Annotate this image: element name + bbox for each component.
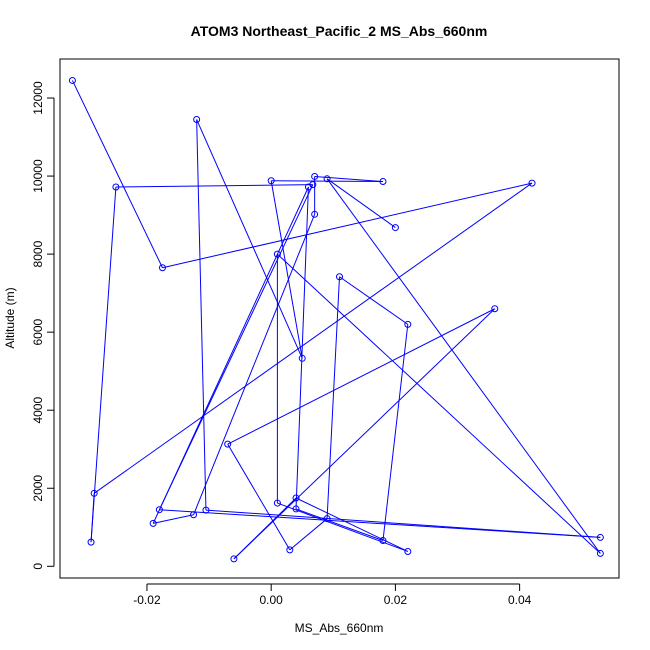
- data-point: [379, 178, 387, 186]
- data-point: [491, 305, 499, 313]
- series-line-segment: [196, 119, 303, 359]
- y-tick-label: 10000: [31, 159, 45, 193]
- series-line-segment: [93, 182, 533, 494]
- series-line-segment: [326, 178, 601, 554]
- series-line-segment: [227, 308, 496, 445]
- data-point: [304, 183, 312, 191]
- x-tick-label: -0.02: [133, 593, 161, 607]
- series-line-segment: [382, 324, 409, 541]
- x-axis: -0.02 0.00 0.02 0.04: [133, 583, 532, 607]
- series-line-segment: [152, 186, 309, 524]
- data-point: [155, 506, 163, 514]
- series-line-segment: [295, 497, 409, 552]
- x-tick-label: 0.02: [384, 593, 408, 607]
- series-points: [68, 76, 604, 563]
- data-point: [311, 172, 319, 180]
- series-line-segment: [277, 253, 601, 554]
- series-line-segment: [227, 443, 291, 551]
- series-line-segment: [277, 502, 408, 552]
- data-point: [336, 273, 343, 281]
- series-line-segment: [196, 119, 207, 511]
- data-point: [528, 179, 536, 187]
- y-tick-label: 8000: [31, 240, 45, 267]
- y-tick-label: 4000: [31, 397, 45, 424]
- y-tick-label: 2000: [31, 475, 45, 502]
- series-line-segment: [153, 514, 194, 524]
- data-point: [292, 505, 300, 513]
- data-point: [90, 489, 98, 497]
- series-lines: [71, 80, 601, 560]
- plot-area-border: [59, 58, 620, 579]
- data-point: [273, 499, 281, 507]
- chart-title: ATOM3 Northeast_Pacific_2 MS_Abs_660nm: [191, 23, 488, 39]
- y-tick-label: 0: [31, 563, 45, 570]
- data-point: [391, 224, 399, 232]
- data-point: [149, 519, 157, 527]
- series-line-segment: [326, 276, 340, 519]
- series-line-segment: [233, 497, 297, 560]
- data-point: [404, 320, 412, 328]
- data-point: [273, 250, 281, 258]
- data-point: [596, 549, 604, 557]
- series-line-segment: [162, 182, 533, 269]
- data-point: [68, 76, 76, 84]
- data-point: [323, 515, 331, 523]
- data-point: [379, 537, 387, 545]
- data-point: [311, 210, 319, 218]
- data-point: [202, 506, 210, 514]
- x-axis-label: MS_Abs_660nm: [295, 621, 384, 635]
- series-line-segment: [271, 180, 383, 183]
- data-point: [230, 555, 238, 563]
- data-point: [112, 183, 120, 191]
- data-point: [158, 264, 166, 272]
- series-line-segment: [326, 178, 396, 228]
- data-point: [404, 547, 412, 555]
- y-axis-label: Altitude (m): [3, 287, 17, 348]
- series-line-segment: [289, 518, 328, 551]
- data-point: [87, 538, 95, 546]
- series-line-segment: [115, 184, 313, 188]
- series-line-segment: [71, 80, 163, 268]
- x-tick-label: 0.00: [259, 593, 283, 607]
- data-point: [323, 175, 331, 183]
- data-point: [298, 354, 306, 362]
- data-point: [292, 494, 300, 502]
- data-point: [286, 546, 294, 554]
- y-tick-label: 12000: [31, 81, 45, 115]
- x-tick-label: 0.04: [508, 593, 532, 607]
- series-line-segment: [295, 186, 309, 509]
- series-line-segment: [314, 175, 384, 183]
- y-axis: 0 2000 4000 6000 8000 10000 12000: [31, 81, 55, 570]
- data-point: [596, 533, 604, 541]
- data-point: [193, 115, 201, 123]
- data-point: [224, 440, 232, 448]
- series-line-segment: [193, 214, 316, 515]
- series-line-segment: [233, 308, 496, 560]
- series-line-segment: [205, 509, 601, 538]
- series-line-segment: [90, 186, 117, 543]
- series-line-segment: [270, 180, 303, 359]
- series-line-segment: [339, 276, 409, 325]
- data-point: [190, 511, 198, 519]
- y-tick-label: 6000: [31, 318, 45, 345]
- series-line-segment: [295, 508, 384, 542]
- data-point: [267, 177, 275, 185]
